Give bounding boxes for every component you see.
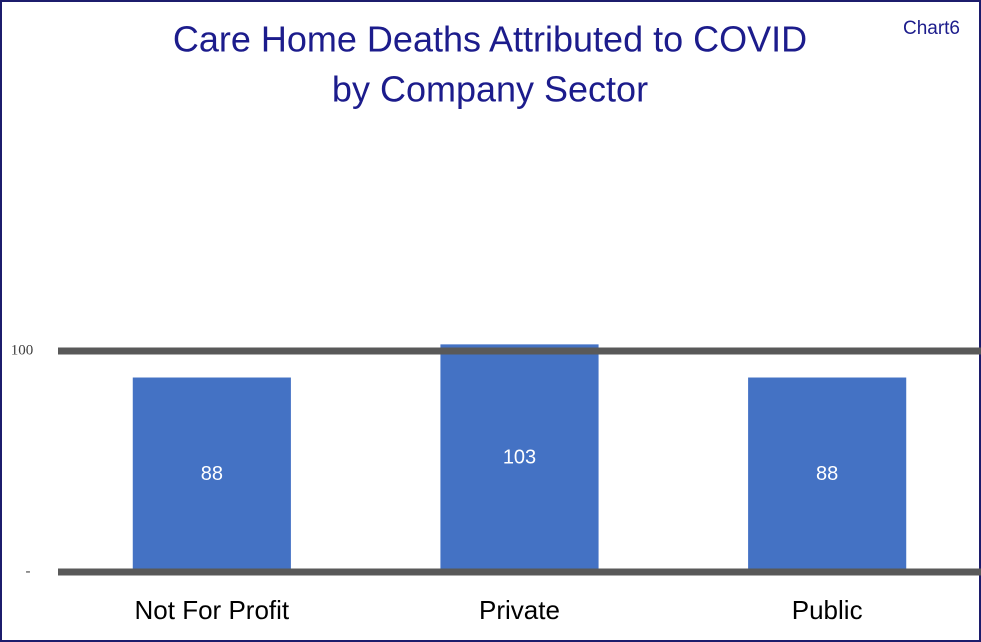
sheet-label: Chart6: [903, 18, 960, 39]
y-tick-label: -: [26, 563, 31, 579]
y-tick-label: 100: [11, 342, 34, 358]
x-tick-label: Private: [479, 595, 560, 625]
bar: [440, 344, 599, 572]
value-label: 88: [816, 463, 838, 485]
x-tick-label: Public: [792, 595, 863, 625]
bar: [748, 377, 907, 572]
x-tick-label: Not For Profit: [135, 595, 290, 625]
bar: [132, 377, 291, 572]
chart-title: Care Home Deaths Attributed to COVID: [173, 19, 807, 60]
value-label: 103: [503, 446, 536, 468]
chart-title: by Company Sector: [332, 69, 648, 110]
value-label: 88: [201, 463, 223, 485]
